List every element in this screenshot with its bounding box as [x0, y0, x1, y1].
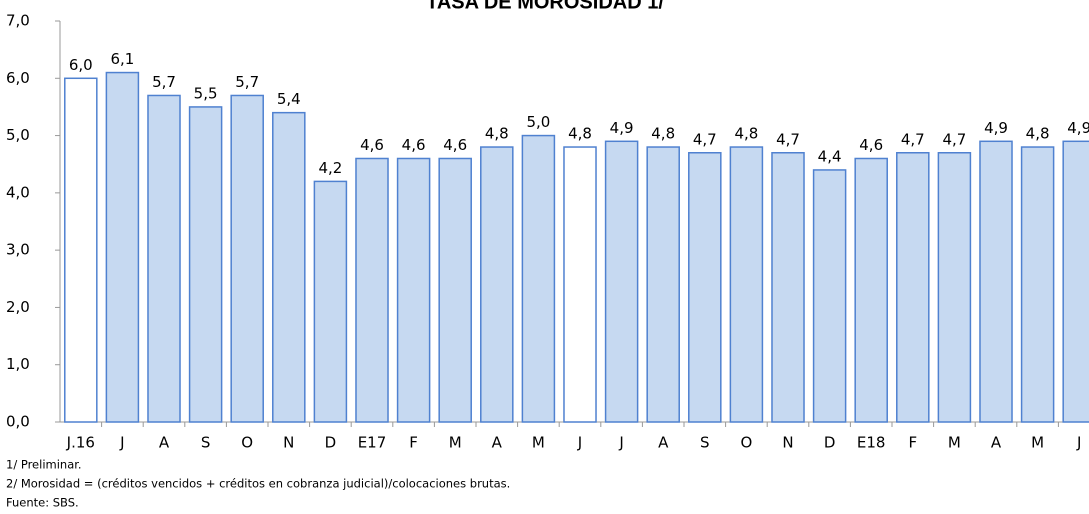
x-tick-label: D	[824, 434, 836, 452]
x-tick-label: E18	[857, 434, 886, 452]
bar	[230, 94, 264, 423]
x-tick-label: A	[159, 434, 170, 452]
data-label: 5,5	[194, 84, 218, 102]
data-label: 4,8	[1026, 125, 1050, 143]
y-tick-label: 5,0	[6, 126, 30, 144]
x-tick-label: O	[740, 434, 752, 452]
bar	[480, 146, 514, 423]
x-tick-label: J.16	[66, 434, 95, 452]
bar	[896, 152, 930, 423]
bar	[604, 140, 639, 423]
chart-title: TASA DE MOROSIDAD 1/	[426, 0, 664, 13]
data-label: 4,9	[1067, 119, 1089, 137]
data-label: 4,6	[859, 136, 883, 154]
bar	[771, 152, 805, 423]
x-tick-label: N	[782, 434, 793, 452]
bar	[937, 152, 972, 423]
x-tick-label: S	[201, 434, 211, 452]
data-label: 5,4	[277, 90, 301, 108]
bar	[188, 106, 223, 423]
data-label: 4,7	[901, 130, 925, 148]
data-label: 4,9	[610, 119, 634, 137]
data-label: 4,8	[734, 125, 758, 143]
bar	[438, 157, 472, 423]
data-label: 4,8	[568, 125, 592, 143]
x-tick-label: M	[532, 434, 545, 452]
x-tick-label: N	[283, 434, 294, 452]
footnote: 2/ Morosidad = (créditos vencidos + créd…	[6, 477, 510, 491]
data-label: 5,7	[152, 73, 176, 91]
y-tick-label: 3,0	[6, 241, 30, 259]
y-tick-label: 2,0	[6, 298, 30, 316]
data-label: 5,0	[526, 113, 550, 131]
data-label: 4,6	[443, 136, 467, 154]
x-tick-label: A	[658, 434, 669, 452]
bar	[105, 71, 140, 423]
bar	[1020, 146, 1055, 423]
x-tick-label: J	[577, 434, 582, 452]
x-tick-label: F	[409, 434, 418, 452]
x-tick-label: J	[618, 434, 623, 452]
bar	[521, 134, 556, 423]
x-tick-label: O	[241, 434, 253, 452]
bar	[563, 146, 597, 423]
x-tick-label: M	[948, 434, 961, 452]
data-label: 4,7	[693, 130, 717, 148]
bar	[147, 94, 181, 423]
bar	[355, 157, 389, 423]
data-label: 4,9	[984, 119, 1008, 137]
bar	[646, 146, 680, 423]
bar	[396, 157, 431, 423]
bar	[272, 111, 306, 423]
bar	[688, 152, 722, 423]
y-tick-label: 0,0	[6, 413, 30, 431]
data-label: 4,8	[485, 125, 509, 143]
x-tick-label: S	[700, 434, 710, 452]
y-tick-label: 6,0	[6, 69, 30, 87]
data-label: 4,6	[402, 136, 426, 154]
y-tick-label: 1,0	[6, 355, 30, 373]
x-tick-label: J	[119, 434, 124, 452]
data-label: 4,2	[318, 159, 342, 177]
bar	[1062, 140, 1089, 423]
data-label: 4,7	[942, 130, 966, 148]
data-label: 4,8	[651, 125, 675, 143]
data-label: 5,7	[235, 73, 259, 91]
footnote: Fuente: SBS.	[6, 496, 79, 510]
x-tick-label: M	[449, 434, 462, 452]
x-tick-label: F	[908, 434, 917, 452]
bar	[854, 157, 888, 423]
data-label: 6,1	[110, 50, 134, 68]
bar	[979, 140, 1013, 423]
data-label: 4,7	[776, 130, 800, 148]
data-label: 6,0	[69, 56, 93, 74]
x-tick-label: A	[492, 434, 503, 452]
bar	[64, 77, 98, 423]
x-tick-label: J	[1076, 434, 1081, 452]
x-tick-label: M	[1031, 434, 1044, 452]
bar	[729, 146, 764, 423]
data-label: 4,4	[818, 147, 842, 165]
y-tick-label: 7,0	[6, 12, 30, 30]
bar	[313, 180, 348, 423]
y-tick-label: 4,0	[6, 183, 30, 201]
footnote: 1/ Preliminar.	[6, 458, 82, 472]
data-label: 4,6	[360, 136, 384, 154]
x-tick-label: E17	[358, 434, 387, 452]
x-tick-label: D	[325, 434, 337, 452]
x-tick-label: A	[991, 434, 1002, 452]
bar	[812, 169, 847, 423]
